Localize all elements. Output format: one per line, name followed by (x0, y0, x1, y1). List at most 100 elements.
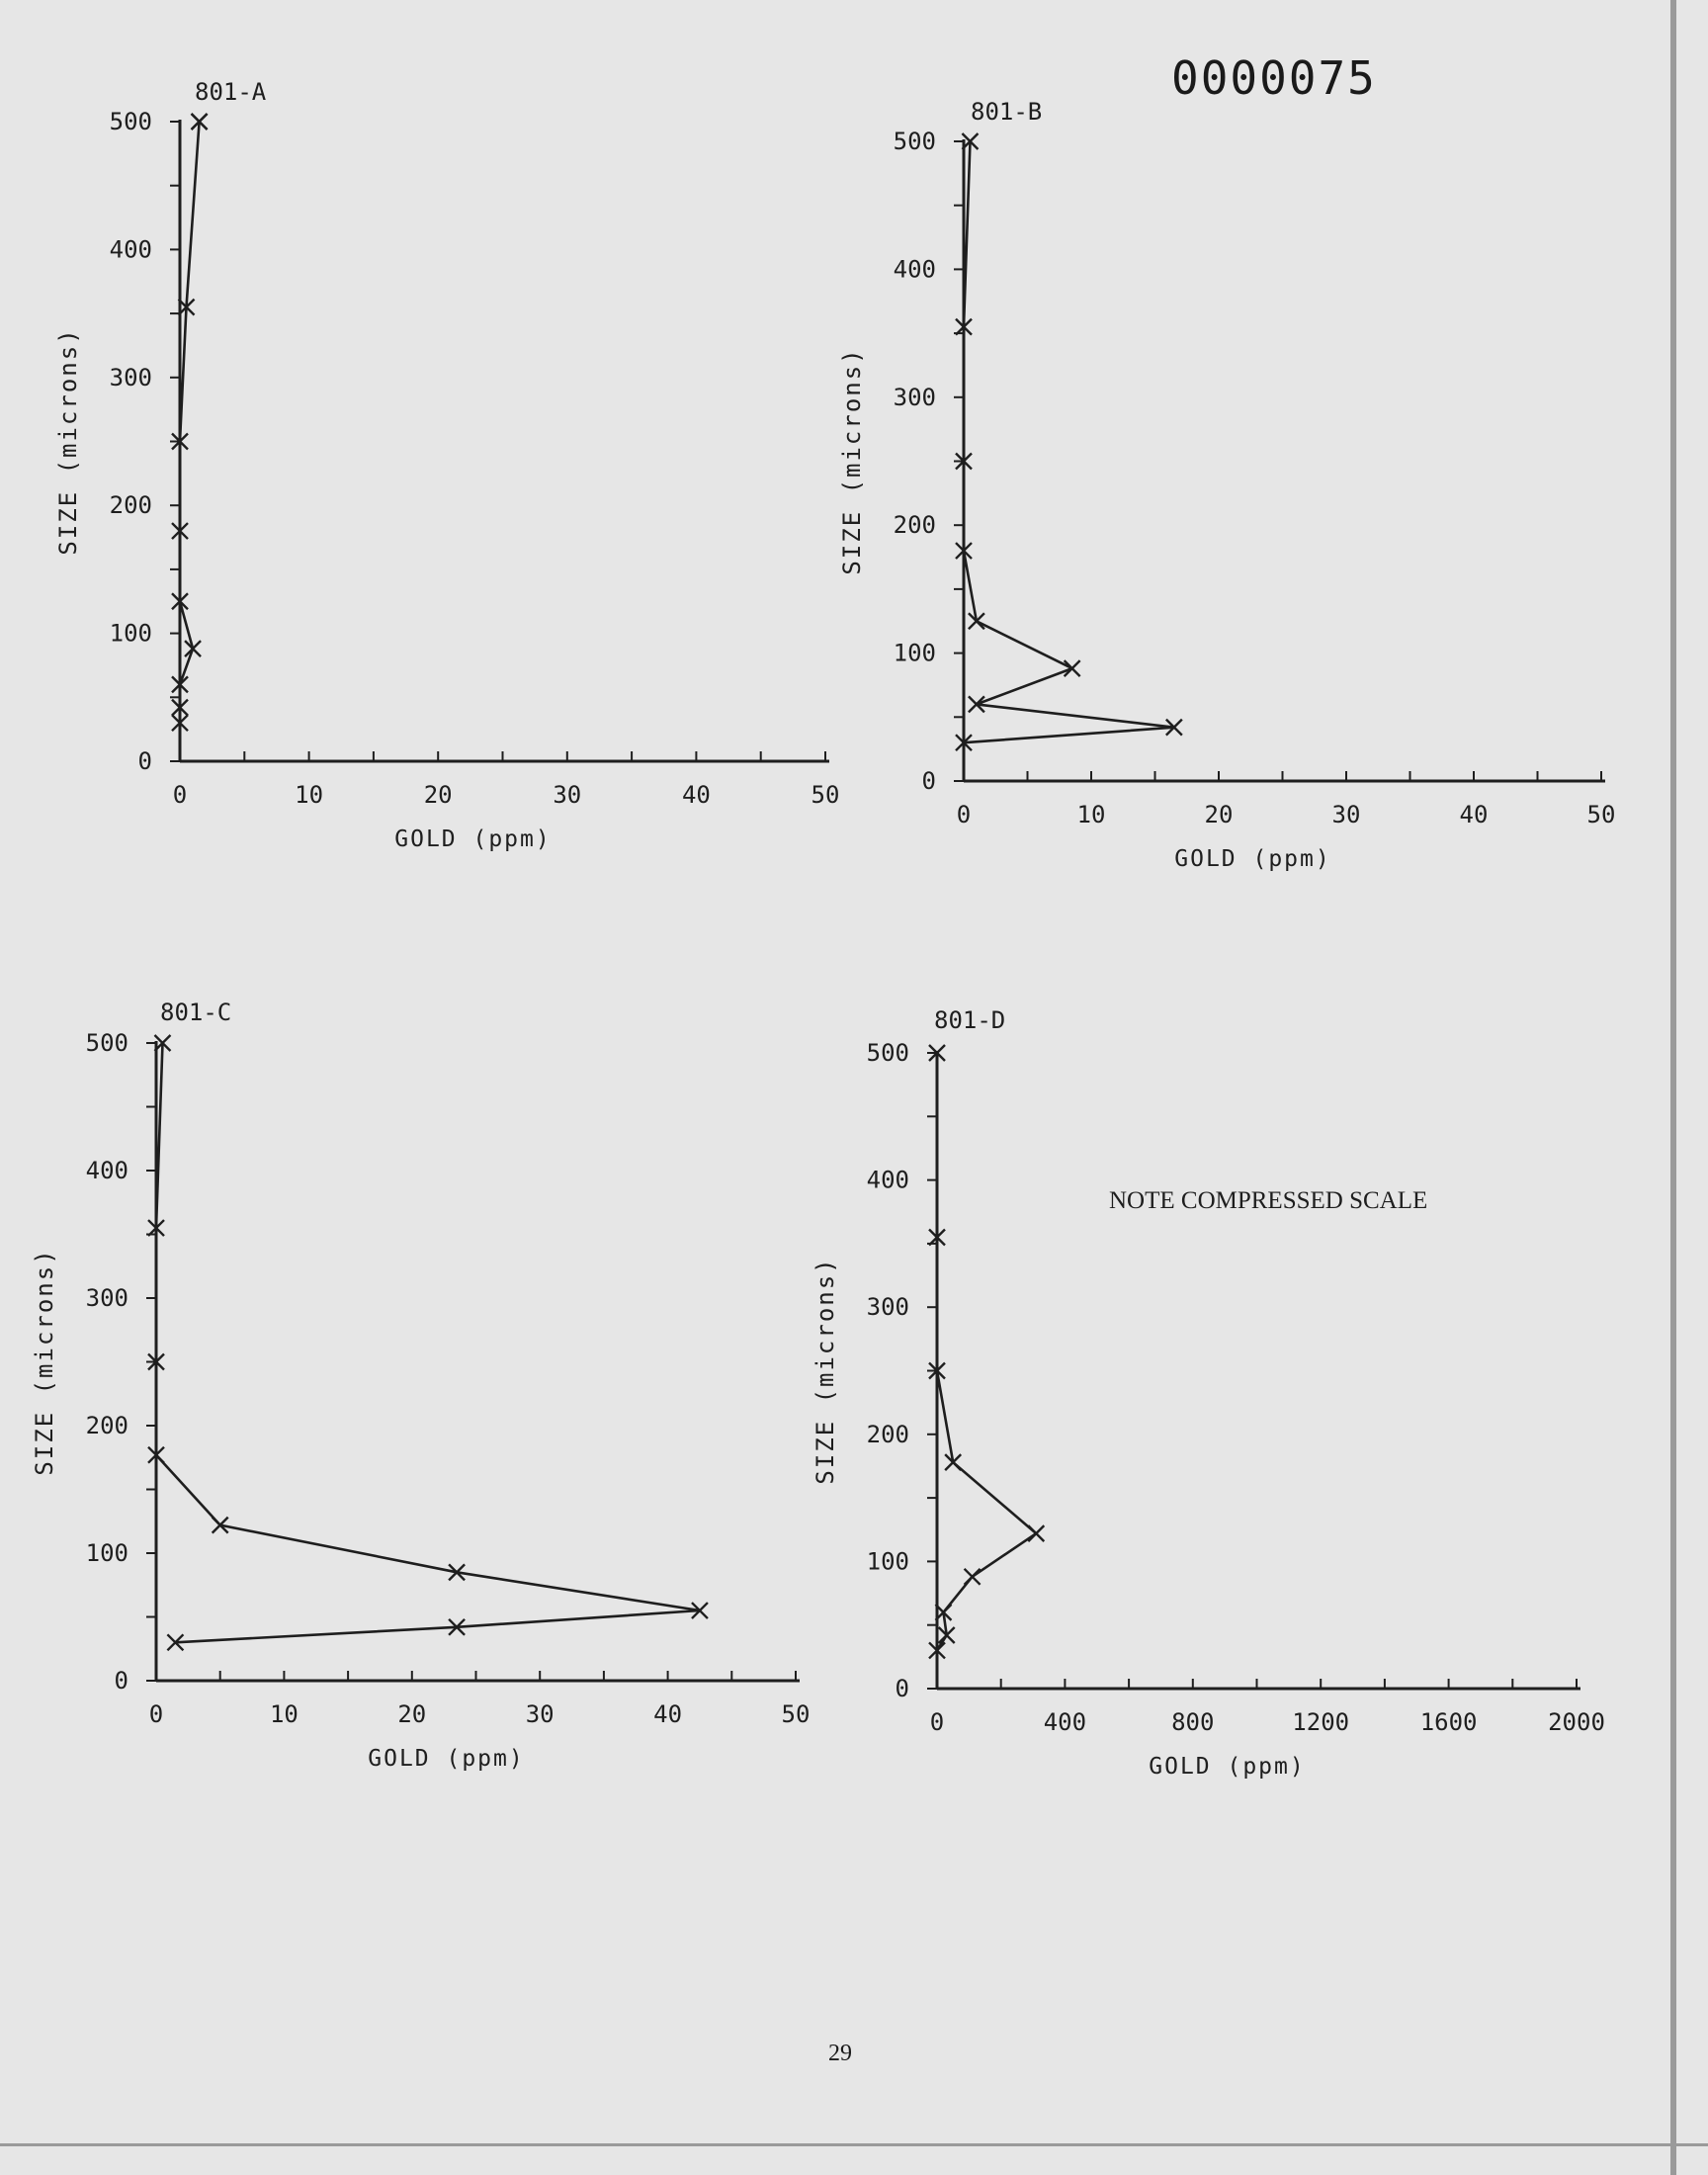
y-tick-label: 500 (867, 1039, 909, 1067)
x-tick-label: 30 (526, 1700, 555, 1728)
y-tick-label: 300 (867, 1293, 909, 1321)
data-point-x-marker (177, 298, 196, 316)
chart-annotation: NOTE COMPRESSED SCALE (1109, 1187, 1427, 1214)
y-tick-label: 300 (86, 1284, 128, 1312)
data-point-x-marker (955, 452, 973, 471)
data-point-x-marker (171, 675, 189, 694)
x-axis-label: GOLD (ppm) (1174, 846, 1330, 872)
data-point-x-marker (448, 1617, 466, 1636)
y-tick-label: 100 (86, 1539, 128, 1567)
x-tick-label: 400 (1044, 1708, 1086, 1736)
x-axis-label: GOLD (ppm) (368, 1746, 524, 1772)
data-point-x-marker (691, 1602, 709, 1619)
data-point-x-marker (147, 1445, 165, 1464)
data-point-x-marker (928, 1361, 946, 1380)
chart-title: 801-C (160, 999, 231, 1026)
x-axis-label: GOLD (ppm) (394, 826, 551, 852)
data-point-x-marker (961, 132, 980, 150)
y-tick-label: 0 (896, 1675, 909, 1702)
y-axis-label: SIZE (microns) (54, 327, 82, 555)
data-point-x-marker (171, 522, 189, 540)
chart-title: 801-B (971, 98, 1042, 126)
chart-title: 801-A (195, 78, 267, 106)
x-axis-label: GOLD (ppm) (1149, 1754, 1305, 1780)
x-tick-label: 10 (1077, 801, 1106, 828)
y-tick-label: 100 (894, 640, 936, 667)
series-line (178, 121, 201, 724)
data-point-x-marker (928, 1228, 946, 1247)
chart-801-d: 0 400 800 1200 1600 2000 0 100 200 300 400 500 GOLD … (811, 1006, 1605, 1780)
y-tick-label: 100 (867, 1547, 909, 1575)
data-point-x-marker (190, 113, 209, 130)
x-tick-label: 20 (397, 1700, 426, 1728)
data-point-x-marker (171, 592, 189, 611)
data-point-x-marker (184, 640, 202, 657)
x-tick-label: 1200 (1292, 1708, 1349, 1736)
data-point-x-marker (955, 317, 973, 336)
document-number: 0000075 (1171, 51, 1377, 105)
data-point-x-marker (968, 612, 985, 631)
y-tick-label: 500 (110, 108, 152, 135)
x-tick-label: 30 (553, 781, 581, 809)
y-tick-label: 100 (110, 620, 152, 648)
x-tick-label: 50 (1587, 801, 1616, 828)
y-tick-label: 200 (86, 1412, 128, 1439)
y-tick-label: 0 (138, 747, 152, 775)
y-tick-label: 400 (867, 1167, 909, 1194)
series-line (154, 1042, 702, 1644)
data-point-x-marker (171, 432, 189, 451)
data-point-x-marker (1063, 659, 1081, 677)
data-point-x-marker (963, 1567, 982, 1586)
y-tick-label: 500 (894, 128, 936, 155)
x-tick-label: 0 (957, 801, 971, 828)
page-number: 29 (828, 2041, 852, 2066)
data-point-x-marker (955, 734, 973, 752)
x-tick-label: 40 (653, 1700, 682, 1728)
y-tick-label: 500 (86, 1029, 128, 1057)
data-point-x-marker (968, 695, 985, 714)
data-point-x-marker (448, 1563, 466, 1582)
x-tick-label: 20 (1205, 801, 1234, 828)
data-point-x-marker (934, 1603, 953, 1621)
data-point-x-marker (211, 1516, 229, 1534)
x-tick-label: 0 (149, 1700, 163, 1728)
data-point-x-marker (955, 542, 973, 560)
data-point-x-marker (1027, 1524, 1046, 1542)
x-tick-label: 40 (682, 781, 711, 809)
data-point-x-marker (166, 1633, 185, 1652)
x-tick-label: 0 (930, 1708, 944, 1736)
scan-edge-bottom (0, 2143, 1708, 2146)
y-tick-label: 0 (922, 767, 936, 795)
data-point-x-marker (1165, 718, 1183, 737)
y-tick-label: 300 (894, 384, 936, 411)
x-tick-label: 50 (811, 781, 840, 809)
y-tick-label: 300 (110, 364, 152, 392)
y-tick-label: 0 (115, 1667, 128, 1695)
data-point-x-marker (937, 1626, 956, 1644)
x-tick-label: 40 (1460, 801, 1489, 828)
data-point-x-marker (928, 1044, 946, 1062)
y-axis-label: SIZE (microns) (838, 347, 866, 574)
scan-edge-right (1670, 0, 1676, 2175)
data-point-x-marker (171, 698, 189, 717)
y-tick-label: 200 (867, 1421, 909, 1448)
series-line (935, 1053, 1038, 1652)
x-tick-label: 0 (173, 781, 187, 809)
data-point-x-marker (153, 1034, 172, 1052)
data-point-x-marker (944, 1453, 963, 1471)
x-tick-label: 10 (295, 781, 323, 809)
y-axis-label: SIZE (microns) (31, 1248, 58, 1475)
data-point-x-marker (928, 1641, 946, 1660)
data-point-x-marker (171, 714, 189, 733)
x-tick-label: 800 (1171, 1708, 1214, 1736)
y-axis-label: SIZE (microns) (811, 1257, 839, 1484)
series-line (962, 140, 1176, 744)
x-tick-label: 10 (270, 1700, 299, 1728)
y-tick-label: 400 (86, 1157, 128, 1184)
y-tick-label: 400 (110, 235, 152, 263)
x-tick-label: 30 (1332, 801, 1361, 828)
y-tick-label: 200 (110, 491, 152, 519)
